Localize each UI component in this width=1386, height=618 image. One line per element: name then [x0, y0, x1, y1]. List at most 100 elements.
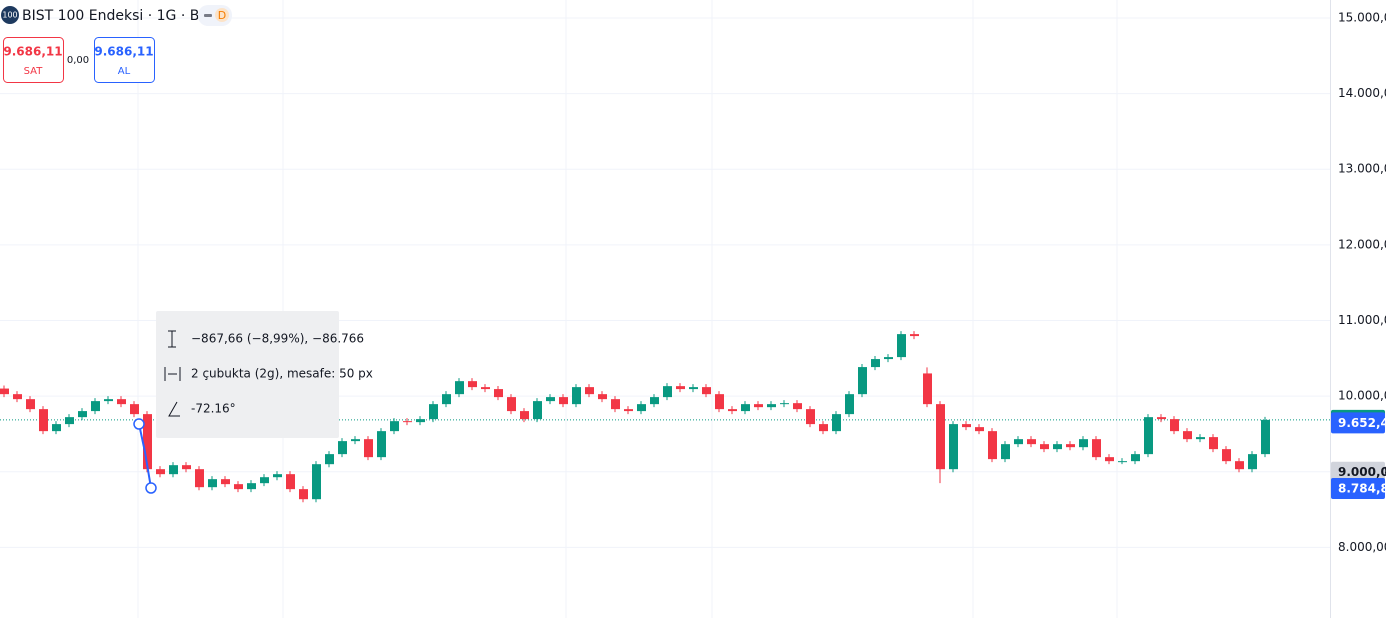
candle-body — [1014, 439, 1023, 445]
candle-body — [299, 489, 308, 500]
candle-body — [1066, 444, 1075, 448]
y-tick-label: 15.000,00 — [1338, 10, 1386, 24]
candle-body — [1235, 461, 1244, 470]
candle-body — [1079, 439, 1088, 448]
measure-tooltip — [156, 311, 339, 438]
candle-body — [130, 404, 139, 415]
price-axis: 8.000,00 9.000,00 10.000,00 11.000,00 12.000… — [1330, 0, 1386, 618]
candle-body — [351, 439, 360, 442]
vertical-grid — [137, 0, 1118, 618]
candle-body — [234, 484, 243, 490]
candle-body — [975, 427, 984, 432]
candle-body — [195, 469, 204, 488]
candle-body — [182, 465, 191, 470]
y-tick-label: 10.000,00 — [1338, 389, 1386, 403]
candle-body — [338, 441, 347, 455]
symbol-title[interactable]: BIST 100 Endeksi · 1G · BIST — [22, 8, 221, 24]
candle-body — [910, 334, 919, 337]
buy-label: AL — [118, 66, 131, 77]
candle-body — [286, 474, 295, 490]
candle-body — [273, 474, 282, 478]
candle-body — [949, 424, 958, 470]
icon-angle — [168, 401, 180, 417]
price-label: 9.652,49 — [1338, 416, 1386, 430]
candle-body — [780, 403, 789, 405]
price-label-box — [1331, 478, 1385, 500]
candle-body — [208, 479, 217, 488]
measure-line — [138, 423, 152, 489]
candle-body — [442, 394, 451, 405]
candle-body — [1144, 417, 1153, 455]
candle-body — [247, 483, 256, 490]
candle-body — [637, 404, 646, 412]
candle-body — [1196, 437, 1205, 440]
candle-body — [650, 397, 659, 405]
symbol-icon[interactable] — [1, 6, 19, 24]
candle-body — [715, 394, 724, 410]
candle-body — [585, 387, 594, 395]
candle-body — [676, 386, 685, 390]
candle-body — [39, 409, 48, 432]
measure-handle[interactable] — [133, 418, 145, 430]
candle-body — [1105, 457, 1114, 462]
candle-body — [1261, 419, 1270, 455]
measure-bars: 2 çubukta (2g), mesafe: 50 px — [191, 367, 373, 381]
candle-body — [169, 465, 178, 475]
candle-body — [1040, 444, 1049, 450]
candle-body — [767, 404, 776, 408]
candle-body — [923, 373, 932, 405]
spread: 0,00 — [67, 55, 89, 66]
candle-body — [377, 431, 386, 458]
candle-body — [572, 387, 581, 405]
candle-body — [1053, 444, 1062, 450]
candle-body — [104, 399, 113, 402]
candle-body — [1248, 454, 1257, 470]
candle-body — [546, 397, 555, 402]
candle-body — [468, 381, 477, 388]
candle-body — [728, 409, 737, 412]
candle-body — [403, 421, 412, 423]
candle-body — [819, 424, 828, 432]
candle-body — [91, 401, 100, 412]
candle-body — [364, 439, 373, 458]
y-tick-label: 12.000,00 — [1338, 237, 1386, 251]
candle-body — [494, 389, 503, 398]
measure-handle[interactable] — [145, 482, 157, 494]
sell-label: SAT — [24, 66, 44, 77]
candle-body — [689, 387, 698, 390]
y-tick-label: 14.000,00 — [1338, 86, 1386, 100]
sell-button[interactable] — [3, 37, 64, 83]
candle-body — [702, 387, 711, 395]
price-label: 8.784,83 — [1338, 482, 1386, 496]
symbol-icon-text: 100 — [2, 11, 17, 20]
candle-body — [741, 404, 750, 412]
sell-price: 9.686,11 — [3, 45, 62, 59]
candle-body — [481, 387, 490, 390]
candle-body — [1157, 417, 1166, 420]
candle-body — [845, 394, 854, 415]
candle-body — [65, 417, 74, 425]
y-tick-label: 13.000,00 — [1338, 162, 1386, 176]
candle-body — [0, 388, 9, 395]
candle-body — [52, 424, 61, 432]
badge-text: D — [218, 9, 226, 22]
badge-dot — [215, 8, 229, 22]
candle-body — [1222, 449, 1231, 462]
candle-body — [312, 464, 321, 500]
candle-body — [1027, 439, 1036, 445]
measure-angle: -72.16° — [191, 402, 236, 416]
candle-body — [936, 404, 945, 470]
candle-body — [793, 403, 802, 410]
candle-body — [1131, 454, 1140, 462]
measure-tool: −867,66 (−8,99%), −86.766 2 çubukta (2g)… — [133, 311, 373, 494]
candle-body — [156, 469, 165, 475]
candle-body — [507, 397, 516, 412]
candle-body — [1209, 437, 1218, 450]
candle-body — [416, 419, 425, 423]
candle-body — [1001, 444, 1010, 460]
buy-button[interactable] — [94, 37, 155, 83]
y-tick-label: 8.000,00 — [1338, 540, 1386, 554]
badge-dash — [204, 14, 212, 17]
